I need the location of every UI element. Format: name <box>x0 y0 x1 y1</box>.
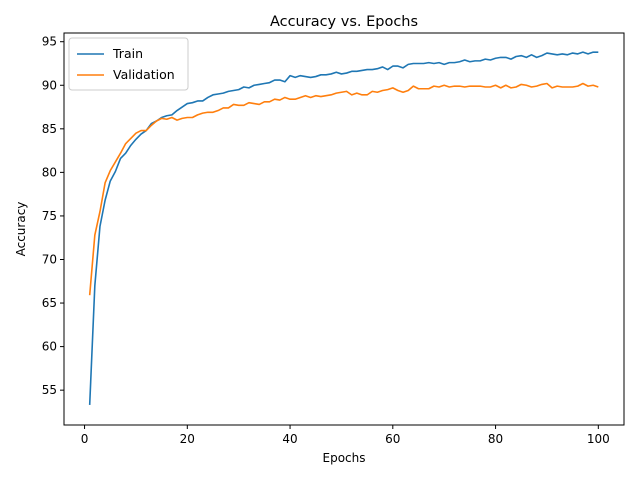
x-tick-label: 80 <box>488 432 503 446</box>
x-tick-label: 0 <box>81 432 89 446</box>
x-tick-label: 100 <box>587 432 610 446</box>
series-line-validation <box>88 82 599 296</box>
x-tick-label: 40 <box>282 432 297 446</box>
legend-box <box>68 37 189 91</box>
chart-title: Accuracy vs. Epochs <box>270 14 418 30</box>
y-tick-label: 70 <box>42 252 57 266</box>
y-tick-label: 75 <box>42 209 57 223</box>
series-lines <box>88 51 599 405</box>
x-tick-label: 20 <box>180 432 195 446</box>
y-axis-label: Accuracy <box>14 202 28 257</box>
y-tick-label: 85 <box>42 122 57 136</box>
y-tick-label: 95 <box>42 35 57 49</box>
plot-frame <box>63 32 625 426</box>
x-tick-label: 60 <box>385 432 400 446</box>
y-tick-label: 90 <box>42 78 57 92</box>
legend-label-train: Train <box>112 46 143 61</box>
y-tick-label: 65 <box>42 296 57 310</box>
y-axis-ticks: 55 60 65 70 75 80 85 90 95 <box>42 35 64 397</box>
series-line-train <box>88 51 599 405</box>
x-axis-ticks: 0 20 40 60 80 100 <box>81 425 610 446</box>
x-axis-label: Epochs <box>323 451 366 465</box>
y-tick-label: 80 <box>42 165 57 179</box>
legend: Train Validation <box>68 37 189 91</box>
legend-label-validation: Validation <box>113 67 175 82</box>
y-tick-label: 60 <box>42 340 57 354</box>
y-tick-label: 55 <box>42 383 57 397</box>
